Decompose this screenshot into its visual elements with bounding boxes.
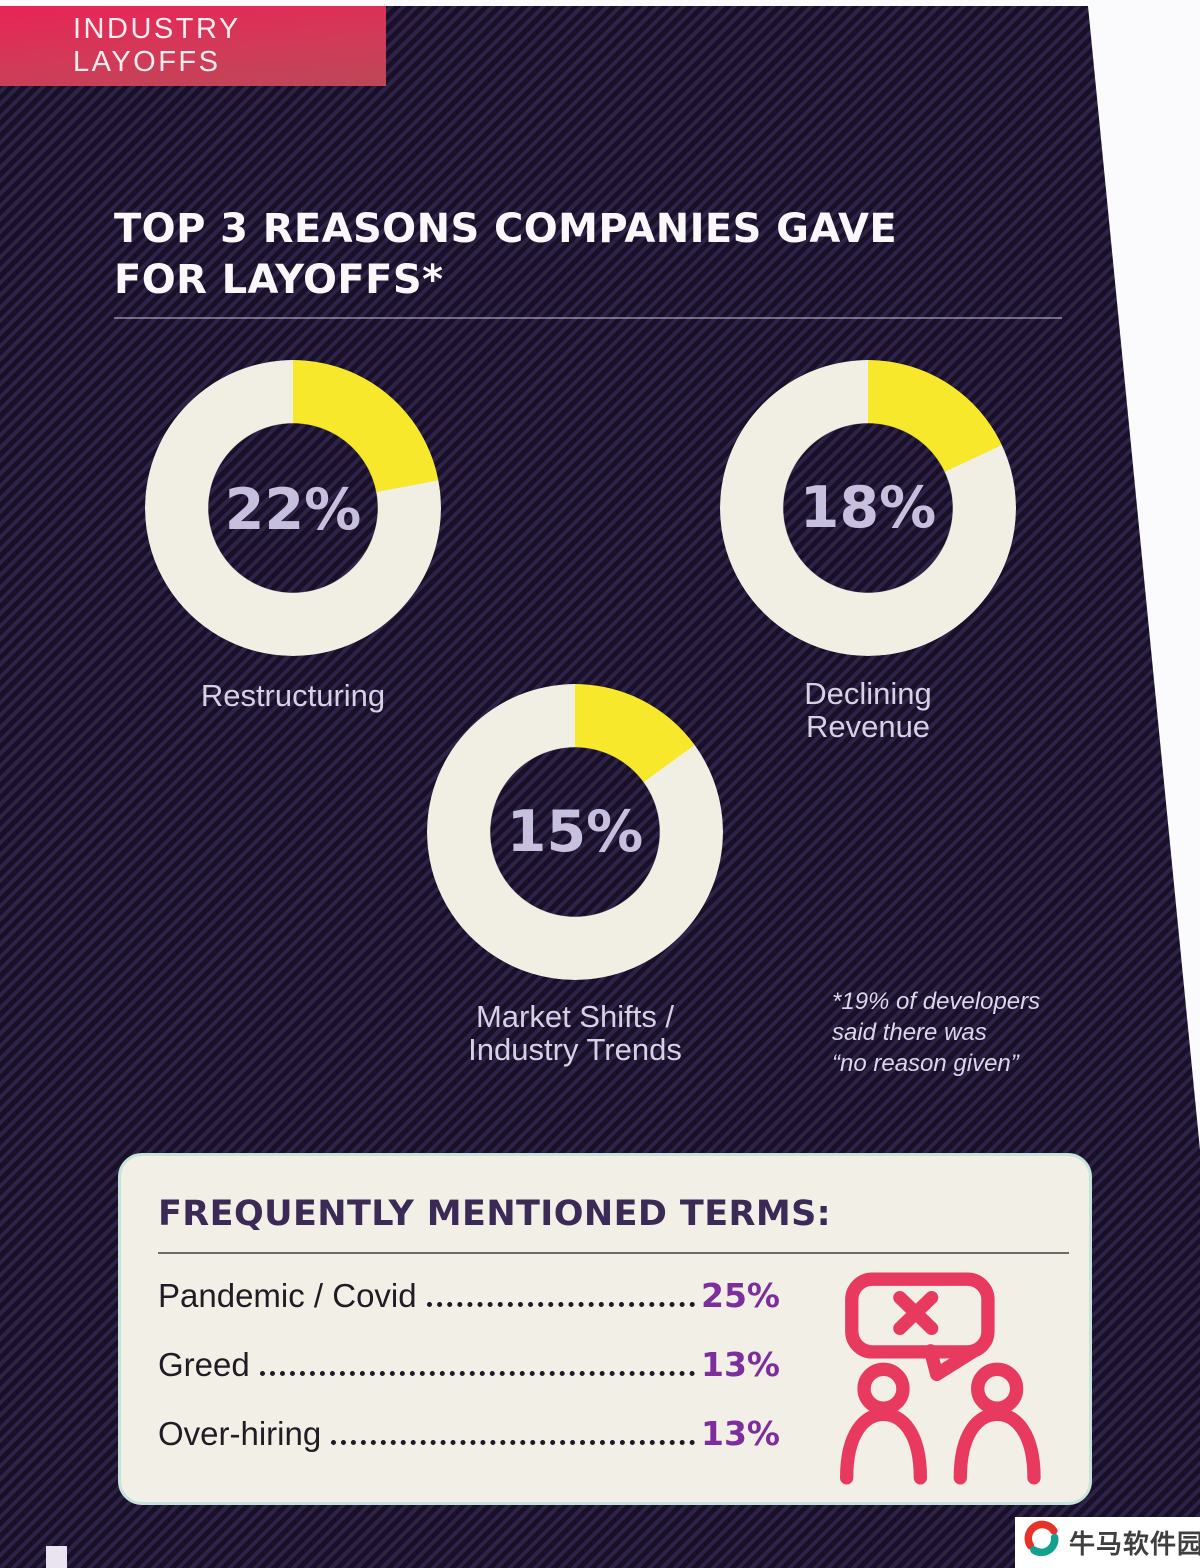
conversation-x-icon [833, 1271, 1063, 1491]
term-value: 25% [701, 1276, 780, 1315]
banner-label: INDUSTRY LAYOFFS [73, 13, 241, 78]
footnote-line: *19% of developers [832, 988, 1041, 1015]
bottom-left-fragment [46, 1546, 67, 1568]
footnote: *19% of developers said there was “no re… [832, 986, 1040, 1079]
title-underline [114, 317, 1062, 319]
donut-value-restructuring: 22% [224, 477, 362, 543]
donut-value-market-shifts: 15% [506, 799, 644, 865]
section-title-line1: TOP 3 REASONS COMPANIES GAVE [114, 206, 898, 252]
watermark-text: 牛马软件园 [1069, 1529, 1200, 1559]
donut-chart-declining-revenue [720, 360, 1016, 656]
term-row: Pandemic / Covid 25% [158, 1276, 780, 1345]
donut-value-declining-revenue: 18% [799, 475, 937, 541]
donut-caption-declining-revenue: Declining Revenue [678, 677, 1058, 743]
industry-layoffs-banner: INDUSTRY LAYOFFS [0, 6, 386, 86]
terms-title: FREQUENTLY MENTIONED TERMS: [158, 1194, 832, 1234]
term-row: Greed 13% [158, 1345, 780, 1414]
section-title-line2: FOR LAYOFFS* [114, 257, 444, 303]
footnote-line: said there was [832, 1019, 987, 1046]
donut-chart-restructuring [145, 360, 441, 656]
section-title: TOP 3 REASONS COMPANIES GAVE FOR LAYOFFS… [114, 204, 897, 306]
donut-caption-market-shifts: Market Shifts / Industry Trends [385, 1000, 765, 1066]
term-value: 13% [701, 1345, 780, 1384]
term-value: 13% [701, 1414, 780, 1453]
caption-line: Restructuring [200, 678, 386, 713]
watermark-logo-icon [1023, 1520, 1063, 1565]
donut-caption-restructuring: Restructuring [103, 679, 483, 712]
terms-list: Pandemic / Covid 25% Greed 13% Over-hiri… [158, 1276, 780, 1483]
caption-line: Market Shifts / [475, 999, 675, 1034]
watermark: 牛马软件园 [1015, 1517, 1200, 1568]
dotted-leader [426, 1302, 695, 1307]
caption-line: Industry Trends [468, 1032, 682, 1067]
term-label: Greed [158, 1346, 250, 1383]
donut-chart-market-shifts [427, 684, 723, 980]
dotted-leader [331, 1440, 695, 1445]
dotted-leader [259, 1371, 695, 1376]
terms-divider [158, 1252, 1069, 1254]
term-row: Over-hiring 13% [158, 1414, 780, 1483]
term-label: Pandemic / Covid [158, 1277, 417, 1314]
caption-line: Revenue [805, 709, 931, 744]
terms-card: FREQUENTLY MENTIONED TERMS: Pandemic / C… [118, 1153, 1092, 1505]
caption-line: Declining [804, 676, 932, 711]
term-label: Over-hiring [158, 1415, 322, 1452]
footnote-line: “no reason given” [832, 1050, 1019, 1077]
